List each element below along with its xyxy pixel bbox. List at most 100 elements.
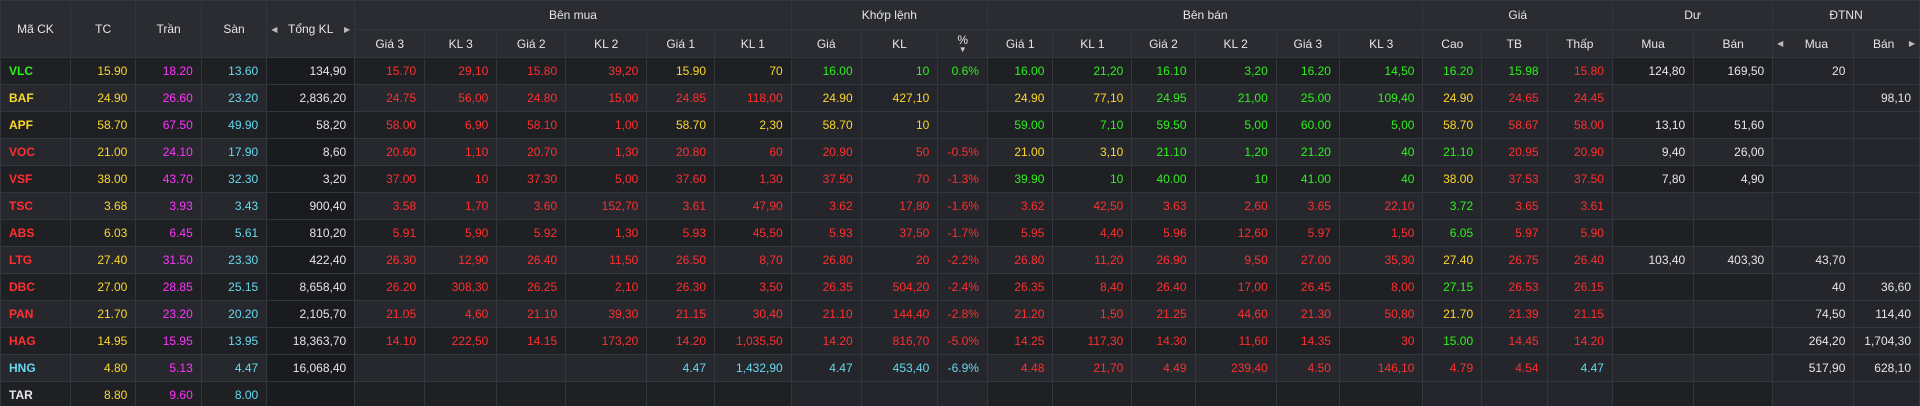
symbol-cell[interactable]: HAG xyxy=(0,327,71,355)
ref-cell: 21.70 xyxy=(69,300,137,328)
buy-vol-1-cell: 47,90 xyxy=(714,192,792,220)
table-row[interactable]: LTG 27.40 31.50 23.30 422,40 26.30 12,90 26.40 1… xyxy=(0,246,1920,274)
header-match-pct[interactable]: % ▼ xyxy=(937,29,988,58)
total-volume-cell: 900,40 xyxy=(266,192,356,220)
header-remain-buy[interactable]: Mua xyxy=(1611,29,1695,58)
buy-price-2-cell: 24.80 xyxy=(496,84,567,112)
scroll-left-icon[interactable]: ◀ xyxy=(271,24,278,34)
sell-vol-1-cell: 3,10 xyxy=(1052,138,1133,166)
ref-cell: 27.00 xyxy=(69,273,137,301)
buy-vol-2-cell: 2,10 xyxy=(565,273,648,301)
symbol-cell[interactable]: TSC xyxy=(0,192,71,220)
ref-cell: 6.03 xyxy=(69,219,137,247)
sell-price-3-cell: 26.45 xyxy=(1275,273,1340,301)
buy-price-3-cell: 21.05 xyxy=(354,300,426,328)
symbol-cell[interactable]: HNG xyxy=(0,354,71,382)
sell-vol-2-cell: 17,00 xyxy=(1194,273,1277,301)
ceiling-cell: 26.60 xyxy=(135,84,202,112)
symbol-cell[interactable]: VSF xyxy=(0,165,71,193)
low-cell: 24.45 xyxy=(1546,84,1613,112)
header-buy-vol-2[interactable]: KL 2 xyxy=(565,29,648,58)
header-floor[interactable]: Sàn xyxy=(200,0,268,58)
header-total-volume[interactable]: ◀ Tổng KL ▶ xyxy=(266,0,356,58)
header-sell-price-1[interactable]: Giá 1 xyxy=(986,29,1054,58)
sell-vol-3-cell: 5,00 xyxy=(1338,111,1424,139)
header-sell-vol-1[interactable]: KL 1 xyxy=(1052,29,1133,58)
symbol-cell[interactable]: BAF xyxy=(0,84,71,112)
remain-buy-cell: 13,10 xyxy=(1611,111,1695,139)
buy-price-1-cell: 3.61 xyxy=(646,192,716,220)
header-buy-price-2[interactable]: Giá 2 xyxy=(496,29,567,58)
match-pct-cell: -2.8% xyxy=(937,300,988,328)
remain-buy-cell xyxy=(1611,354,1695,382)
remain-sell-cell xyxy=(1693,354,1774,382)
symbol-cell[interactable]: PAN xyxy=(0,300,71,328)
header-low[interactable]: Thấp xyxy=(1546,29,1613,58)
header-ceiling[interactable]: Trần xyxy=(135,0,202,58)
table-row[interactable]: BAF 24.90 26.60 23.20 2,836,20 24.75 56,00 24.8… xyxy=(0,84,1920,112)
remain-sell-cell xyxy=(1693,84,1774,112)
header-foreign-sell[interactable]: Bán ▶ xyxy=(1853,29,1920,58)
table-row[interactable]: VLC 15.90 18.20 13.60 134,90 15.70 29,10 15.80 3… xyxy=(0,57,1920,85)
header-sell-price-2[interactable]: Giá 2 xyxy=(1131,29,1196,58)
header-avg[interactable]: TB xyxy=(1481,29,1548,58)
sell-vol-2-cell: 1,20 xyxy=(1194,138,1277,166)
foreign-scroll-right-icon[interactable]: ▶ xyxy=(1908,39,1915,48)
header-remain-sell[interactable]: Bán xyxy=(1693,29,1774,58)
buy-price-2-cell: 26.40 xyxy=(496,246,567,274)
buy-vol-3-cell: 1,70 xyxy=(424,192,498,220)
buy-vol-1-cell: 30,40 xyxy=(714,300,792,328)
buy-price-1-cell: 14.20 xyxy=(646,327,716,355)
scroll-right-icon[interactable]: ▶ xyxy=(344,24,351,34)
header-buy-vol-1[interactable]: KL 1 xyxy=(714,29,792,58)
foreign-buy-cell: 40 xyxy=(1772,273,1855,301)
symbol-cell[interactable]: TAR xyxy=(0,381,71,406)
foreign-sell-cell: 114,40 xyxy=(1853,300,1920,328)
sell-price-3-cell: 3.65 xyxy=(1275,192,1340,220)
table-row[interactable]: VSF 38.00 43.70 32.30 3,20 37.00 10 37.30 5,00 37… xyxy=(0,165,1920,193)
symbol-cell[interactable]: LTG xyxy=(0,246,71,274)
table-row[interactable]: DBC 27.00 28.85 25.15 8,658,40 26.20 308,30 26.… xyxy=(0,273,1920,301)
sell-vol-1-cell: 7,10 xyxy=(1052,111,1133,139)
symbol-cell[interactable]: ABS xyxy=(0,219,71,247)
header-match-price[interactable]: Giá xyxy=(790,29,862,58)
header-foreign-buy[interactable]: ◀ Mua xyxy=(1772,29,1855,58)
header-match-vol[interactable]: KL xyxy=(860,29,939,58)
table-row[interactable]: APF 58.70 67.50 49.90 58,20 58.00 6,90 58.10 1,0… xyxy=(0,111,1920,139)
sell-price-2-cell: 3.63 xyxy=(1131,192,1196,220)
table-row[interactable]: HAG 14.95 15.95 13.95 18,363,70 14.10 222,50 14… xyxy=(0,327,1920,355)
table-row[interactable]: TSC 3.68 3.93 3.43 900,40 3.58 1,70 3.60 152,70 3… xyxy=(0,192,1920,220)
header-symbol[interactable]: Mã CK xyxy=(0,0,71,58)
buy-vol-2-cell: 1,30 xyxy=(565,219,648,247)
ref-cell: 21.00 xyxy=(69,138,137,166)
header-ref[interactable]: TC xyxy=(69,0,137,58)
header-high[interactable]: Cao xyxy=(1422,29,1483,58)
buy-vol-1-cell: 8,70 xyxy=(714,246,792,274)
ceiling-cell: 5.13 xyxy=(135,354,202,382)
buy-price-3-cell: 26.20 xyxy=(354,273,426,301)
sell-price-2-cell: 26.40 xyxy=(1131,273,1196,301)
avg-cell: 26.53 xyxy=(1481,273,1548,301)
table-row[interactable]: PAN 21.70 23.20 20.20 2,105,70 21.05 4,60 21.10… xyxy=(0,300,1920,328)
remain-sell-cell: 4,90 xyxy=(1693,165,1774,193)
remain-sell-cell xyxy=(1693,381,1774,406)
header-sell-vol-2[interactable]: KL 2 xyxy=(1194,29,1277,58)
symbol-cell[interactable]: APF xyxy=(0,111,71,139)
foreign-sell-cell xyxy=(1853,138,1920,166)
table-row[interactable]: ABS 6.03 6.45 5.61 810,20 5.91 5,90 5.92 1,30 5.9… xyxy=(0,219,1920,247)
table-row[interactable]: HNG 4.80 5.13 4.47 16,068,40 4.47 1,432,90 4.47… xyxy=(0,354,1920,382)
foreign-sell-cell xyxy=(1853,165,1920,193)
table-row[interactable]: VOC 21.00 24.10 17.90 8,60 20.60 1,10 20.70 1,30… xyxy=(0,138,1920,166)
symbol-cell[interactable]: VOC xyxy=(0,138,71,166)
header-buy-vol-3[interactable]: KL 3 xyxy=(424,29,498,58)
table-row[interactable]: TAR 8.80 9.60 8.00 xyxy=(0,381,1920,406)
header-buy-price-3[interactable]: Giá 3 xyxy=(354,29,426,58)
foreign-scroll-left-icon[interactable]: ◀ xyxy=(1777,39,1784,48)
header-sell-vol-3[interactable]: KL 3 xyxy=(1338,29,1424,58)
sort-down-icon[interactable]: ▼ xyxy=(958,44,967,54)
symbol-cell[interactable]: VLC xyxy=(0,57,71,85)
header-buy-price-1[interactable]: Giá 1 xyxy=(646,29,716,58)
sell-price-3-cell: 27.00 xyxy=(1275,246,1340,274)
symbol-cell[interactable]: DBC xyxy=(0,273,71,301)
header-sell-price-3[interactable]: Giá 3 xyxy=(1275,29,1340,58)
